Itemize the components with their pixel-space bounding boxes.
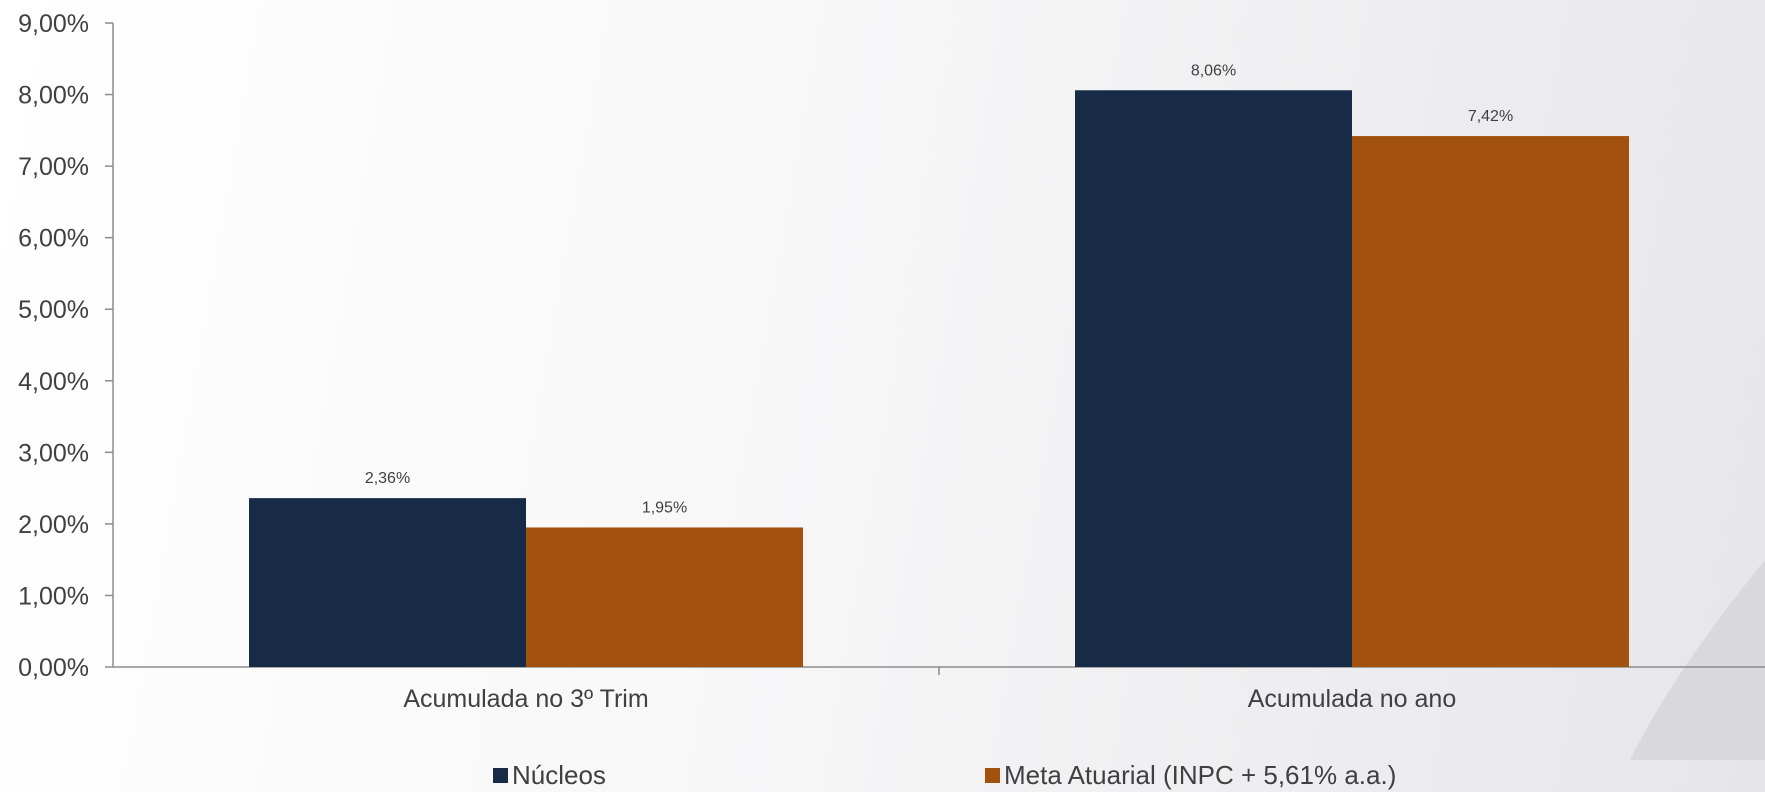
legend-swatch-meta-atuarial xyxy=(985,768,1000,783)
y-tick-label: 7,00% xyxy=(18,153,89,181)
bar-value-label: 8,06% xyxy=(1191,62,1236,79)
bar-value-label: 2,36% xyxy=(365,470,410,487)
bar-meta-atuarial xyxy=(526,527,803,667)
y-tick-label: 6,00% xyxy=(18,225,89,253)
bar-chart: 0,00% 1,00% 2,00% 3,00% 4,00% 5,00% 6,00% 7,00%… xyxy=(18,10,1765,760)
legend-item-nucleos: Núcleos xyxy=(493,760,606,791)
legend-swatch-nucleos xyxy=(493,768,508,783)
y-tick-label: 0,00% xyxy=(18,654,89,682)
legend-item-meta-atuarial: Meta Atuarial (INPC + 5,61% a.a.) xyxy=(985,760,1396,791)
chart-legend: Núcleos Meta Atuarial (INPC + 5,61% a.a.… xyxy=(0,760,1765,792)
legend-label-nucleos: Núcleos xyxy=(512,760,606,790)
y-tick-label: 9,00% xyxy=(18,10,89,38)
bar-meta-atuarial xyxy=(1352,136,1629,667)
y-tick-label: 4,00% xyxy=(18,368,89,396)
background-swoosh-shape xyxy=(1630,560,1765,760)
x-category-label: Acumulada no 3º Trim xyxy=(403,685,648,713)
legend-label-meta-atuarial: Meta Atuarial (INPC + 5,61% a.a.) xyxy=(1004,760,1397,790)
y-tick-label: 2,00% xyxy=(18,511,89,539)
y-tick-label: 1,00% xyxy=(18,582,89,610)
bar-value-label: 7,42% xyxy=(1468,108,1513,125)
chart-bars xyxy=(249,90,1629,668)
y-tick-label: 8,00% xyxy=(18,82,89,110)
bar-value-label: 1,95% xyxy=(642,499,687,516)
y-tick-label: 3,00% xyxy=(18,439,89,467)
bar-nucleos xyxy=(1075,90,1352,668)
y-tick-label: 5,00% xyxy=(18,296,89,324)
background-swoosh xyxy=(1630,560,1765,760)
x-category-label: Acumulada no ano xyxy=(1248,685,1456,713)
chart-labels: 0,00% 1,00% 2,00% 3,00% 4,00% 5,00% 6,00% 7,00%… xyxy=(18,10,1513,713)
bar-nucleos xyxy=(249,498,526,667)
